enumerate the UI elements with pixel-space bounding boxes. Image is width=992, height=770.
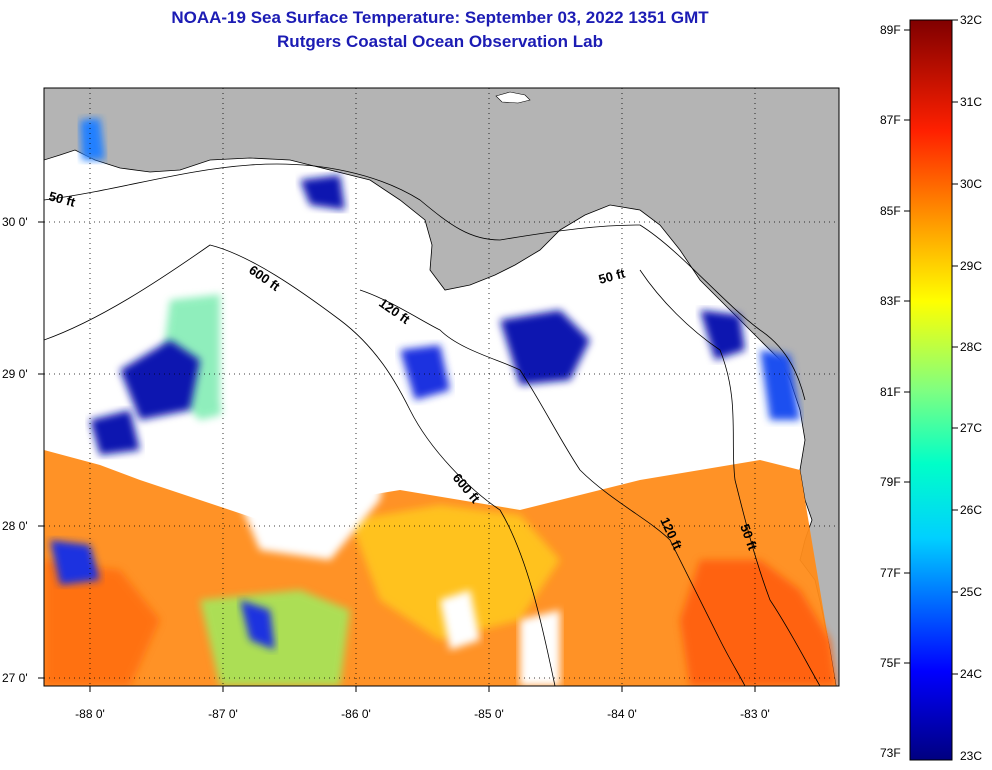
colorbar-c-label: 31C — [960, 95, 982, 109]
colorbar-f-label: 79F — [880, 475, 901, 489]
contour-line — [44, 163, 806, 401]
colorbar-f-label: 89F — [880, 23, 901, 37]
cloud-mask — [440, 410, 480, 480]
map-subtitle: Rutgers Coastal Ocean Observation Lab — [277, 32, 603, 51]
cold-patch — [700, 310, 745, 360]
colorbar — [909, 19, 953, 761]
cold-patch — [500, 310, 590, 385]
colorbar-c-label: 28C — [960, 340, 982, 354]
colorbar-c-label: 30C — [960, 177, 982, 191]
lat-tick-label: 28 0' — [2, 519, 28, 533]
contour-label: 50 ft — [47, 188, 77, 210]
colorbar-ticks — [904, 19, 958, 675]
hot-water-region — [680, 560, 836, 686]
cold-patch — [760, 350, 800, 420]
colorbar-f-label: 83F — [880, 294, 901, 308]
lat-tick-label: 30 0' — [2, 215, 28, 229]
lon-tick-label: -86 0' — [341, 707, 371, 721]
colorbar-f-label: 73F — [880, 746, 901, 760]
cloud-mask — [610, 370, 680, 450]
colorbar-c-label: 24C — [960, 667, 982, 681]
colorbar-f-label: 75F — [880, 656, 901, 670]
colorbar-f-label: 77F — [880, 566, 901, 580]
contour-label: 50 ft — [597, 265, 627, 287]
cloud-mask — [440, 590, 480, 650]
colorbar-f-label: 87F — [880, 113, 901, 127]
colorbar-c-label: 27C — [960, 421, 982, 435]
contour-line — [359, 289, 746, 686]
contour-line — [44, 244, 556, 686]
cool-green-region — [200, 590, 350, 686]
cold-patch — [80, 118, 105, 160]
colorbar-c-label: 25C — [960, 585, 982, 599]
mild-water-region — [350, 505, 560, 640]
colorbar-c-label: 32C — [960, 13, 982, 27]
cold-patch — [90, 410, 140, 455]
colorbar-f-label: 85F — [880, 204, 901, 218]
lat-tick-label: 29 0' — [2, 367, 28, 381]
lon-tick-label: -88 0' — [75, 707, 105, 721]
cold-patch — [400, 345, 450, 400]
lon-tick-label: -85 0' — [474, 707, 504, 721]
axis-ticks — [38, 221, 756, 692]
colorbar-c-label: 23C — [960, 749, 982, 763]
inland-lake — [495, 91, 531, 104]
colorbar-c-label: 29C — [960, 259, 982, 273]
cold-patch — [120, 340, 200, 420]
lon-tick-label: -87 0' — [208, 707, 238, 721]
cold-patch — [50, 540, 100, 585]
lat-tick-label: 27 0' — [2, 671, 28, 685]
contour-line — [639, 269, 821, 686]
map-title: NOAA-19 Sea Surface Temperature: Septemb… — [171, 8, 709, 27]
cloud-mask — [520, 610, 560, 686]
colorbar-f-label: 81F — [880, 385, 901, 399]
cold-patch — [240, 600, 275, 650]
cloud-mask — [220, 260, 390, 560]
lon-tick-label: -83 0' — [740, 707, 770, 721]
lon-tick-label: -84 0' — [607, 707, 637, 721]
orange-water-west — [44, 560, 160, 686]
colorbar-c-label: 26C — [960, 503, 982, 517]
cold-patch — [300, 175, 345, 210]
